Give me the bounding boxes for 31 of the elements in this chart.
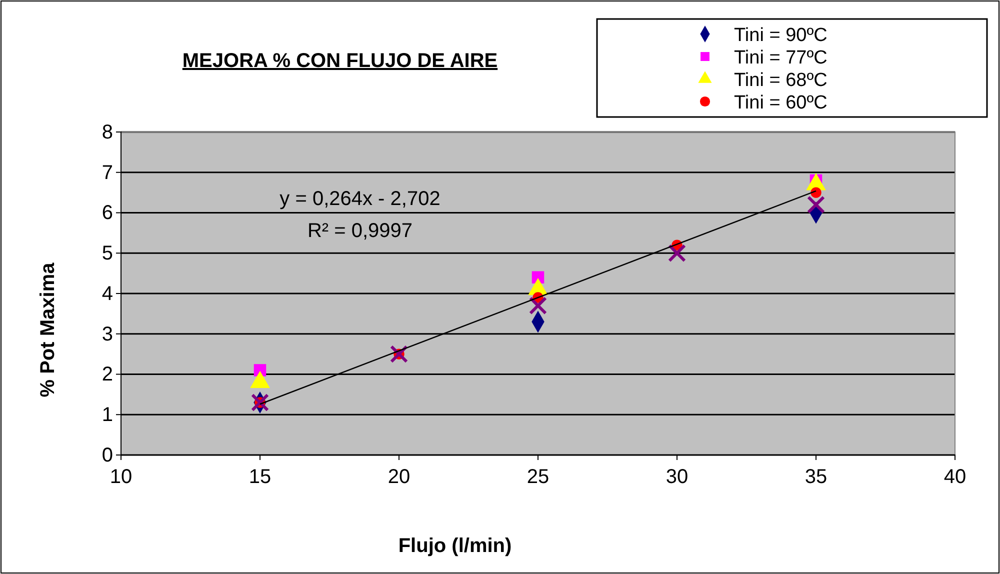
point (806, 196, 826, 214)
chart-title: MEJORA % CON FLUJO DE AIRE (182, 50, 498, 72)
point (390, 345, 408, 364)
annotation: y = 0,264x - 2,702 (280, 188, 440, 210)
x-tick-label: 15 (248, 466, 272, 488)
point (528, 296, 548, 315)
x-tick-label: 10 (110, 466, 132, 488)
x-tick-label: 25 (526, 466, 550, 488)
y-tick-label: 3 (102, 323, 113, 346)
y-tick-label: 4 (102, 282, 113, 305)
y-axis-title: % Pot Maxima (37, 262, 59, 398)
point (810, 187, 822, 198)
x-axis-title: Flujo (l/min) (398, 535, 512, 557)
x-tick-label: 40 (944, 466, 966, 488)
y-tick-label: 0 (102, 444, 113, 466)
y-tick-label: 8 (102, 121, 113, 144)
annotation: R² = 0,9997 (307, 220, 413, 242)
x-tick-label: 30 (666, 466, 688, 488)
legend-label: Tini = 60ºC (734, 92, 828, 114)
y-tick-label: 2 (102, 364, 113, 386)
x-tick-label: 35 (804, 466, 828, 488)
legend-label: Tini = 68ºC (734, 70, 828, 91)
legend-label: Tini = 77ºC (734, 48, 828, 68)
x-tick-label: 20 (388, 466, 410, 488)
point (668, 244, 686, 262)
point (250, 393, 270, 412)
y-tick-label: 6 (102, 202, 113, 224)
legend-label: Tini = 90ºC (734, 25, 828, 46)
y-tick-label: 7 (102, 162, 113, 184)
y-tick-label: 5 (102, 242, 113, 265)
y-tick-label: 1 (102, 404, 113, 426)
